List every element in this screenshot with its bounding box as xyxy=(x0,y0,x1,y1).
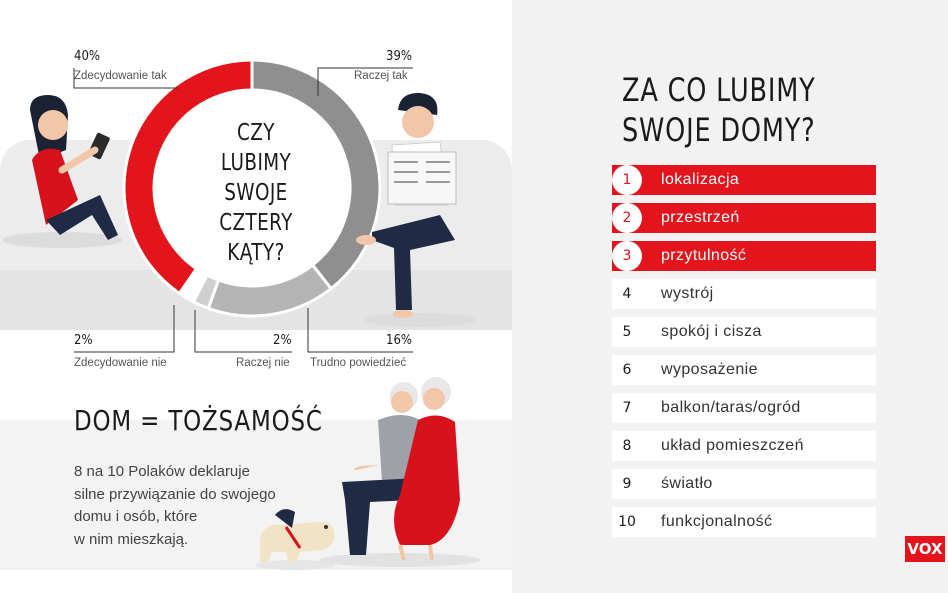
ranking-label: spokój i cisza xyxy=(661,323,762,340)
ranking-row-1: 1 lokalizacja xyxy=(612,165,876,195)
ranking-row-2: 2 przestrzeń xyxy=(612,203,876,233)
ranking-title: ZA CO LUBIMY SWOJE DOMY? xyxy=(622,70,816,150)
chart-title: CZY LUBIMY SWOJE CZTERY KĄTY? xyxy=(196,118,316,268)
label-raczej-tak: Raczej tak xyxy=(354,70,408,82)
ranking-row-3: 3 przytulność xyxy=(612,241,876,271)
ranking-number: 10 xyxy=(612,507,642,537)
ranking-label: przestrzeń xyxy=(661,209,740,226)
ranking-number: 7 xyxy=(612,393,642,423)
ranking-label: wyposażenie xyxy=(661,361,758,378)
label-value-trudno-powiedziec: 16% xyxy=(386,333,412,348)
ranking-number: 8 xyxy=(612,431,642,461)
chart-title-line: LUBIMY xyxy=(220,150,292,176)
label-value-raczej-tak: 39% xyxy=(386,49,412,64)
label-value-zdecydowanie-tak: 40% xyxy=(74,49,100,64)
ranking-number: 9 xyxy=(612,469,642,499)
ranking-number: 3 xyxy=(612,241,642,271)
ranking-row-9: 9 światło xyxy=(612,469,876,499)
identity-description: 8 na 10 Polaków deklaruje silne przywiąz… xyxy=(74,461,304,551)
man-with-newspaper-illustration xyxy=(356,92,475,327)
ranking-row-8: 8 układ pomieszczeń xyxy=(612,431,876,461)
identity-text-line: silne przywiązanie do swojego xyxy=(74,485,276,503)
ranking-number: 6 xyxy=(612,355,642,385)
ranking-row-5: 5 spokój i cisza xyxy=(612,317,876,347)
chart-title-line: CZTERY xyxy=(219,210,293,236)
ranking-title-line: ZA CO LUBIMY xyxy=(622,71,816,109)
chart-title-line: SWOJE xyxy=(224,180,288,206)
label-raczej-nie: Raczej nie xyxy=(236,357,290,369)
ranking-label: funkcjonalność xyxy=(661,513,773,530)
ranking-number: 5 xyxy=(612,317,642,347)
label-trudno-powiedziec: Trudno powiedzieć xyxy=(310,357,407,369)
leader-lines xyxy=(73,67,413,353)
donut-chart xyxy=(122,58,382,318)
woman-with-tablet-illustration xyxy=(2,95,122,248)
dog-illustration xyxy=(255,509,335,570)
ranking-row-7: 7 balkon/taras/ogród xyxy=(612,393,876,423)
chart-title-line: KĄTY? xyxy=(227,240,285,266)
identity-heading: DOM = TOŻSAMOŚĆ xyxy=(74,404,323,437)
infographic-left-panel: 40% Zdecydowanie tak 39% Raczej tak 2% Z… xyxy=(0,49,512,570)
ranking-title-line: SWOJE DOMY? xyxy=(622,111,816,149)
identity-text-line: domu i osób, które xyxy=(74,508,198,525)
ranking-label: lokalizacja xyxy=(661,171,740,188)
label-zdecydowanie-nie: Zdecydowanie nie xyxy=(74,357,167,369)
elderly-couple-illustration xyxy=(320,377,480,567)
ranking-label: balkon/taras/ogród xyxy=(661,399,801,416)
ranking-number: 1 xyxy=(612,165,642,195)
ranking-label: wystrój xyxy=(661,285,714,302)
identity-text-line: w nim mieszkają. xyxy=(74,530,189,548)
chart-title-line: CZY xyxy=(237,120,275,146)
label-value-zdecydowanie-nie: 2% xyxy=(74,333,93,348)
label-value-raczej-nie: 2% xyxy=(273,333,292,348)
illustration-scene xyxy=(2,58,480,570)
vox-logo: VOX xyxy=(905,536,945,562)
ranking-row-4: 4 wystrój xyxy=(612,279,876,309)
ranking-label: układ pomieszczeń xyxy=(661,437,804,454)
ranking-label: przytulność xyxy=(661,247,747,264)
identity-text-line: 8 na 10 Polaków deklaruje xyxy=(74,463,250,480)
ranking-number: 2 xyxy=(612,203,642,233)
slice-zdecydowanie-tak xyxy=(122,58,254,296)
ranking-number: 4 xyxy=(612,279,642,309)
label-zdecydowanie-tak: Zdecydowanie tak xyxy=(74,70,167,82)
donut-center xyxy=(155,91,349,285)
ranking-row-6: 6 wyposażenie xyxy=(612,355,876,385)
ranking-row-10: 10 funkcjonalność xyxy=(612,507,876,537)
ranking-label: światło xyxy=(661,475,713,492)
